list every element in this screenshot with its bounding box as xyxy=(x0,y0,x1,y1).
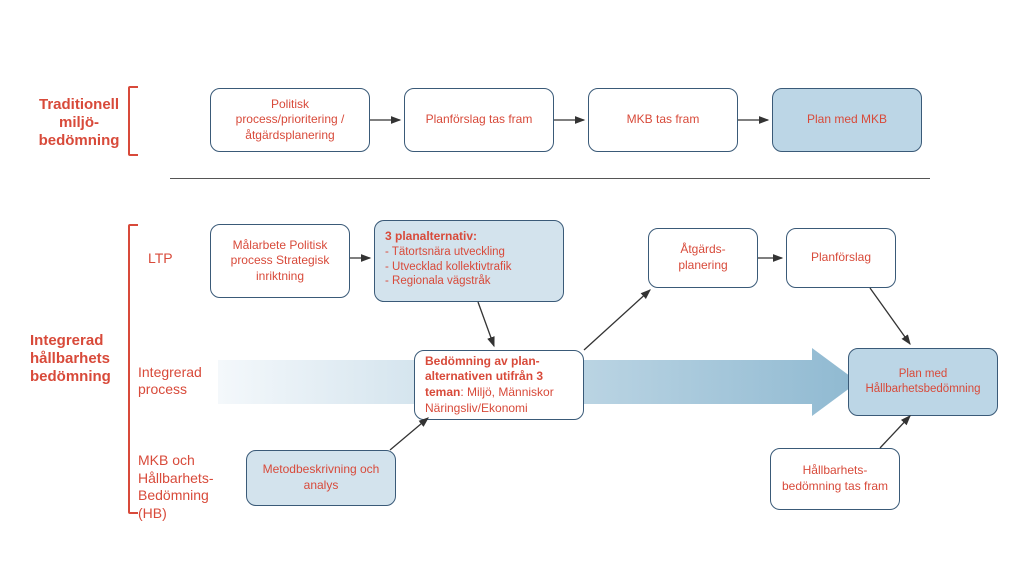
integrated-process-label: Integrerad process xyxy=(138,364,212,398)
node-planforslag-text: Planförslag xyxy=(811,250,871,266)
section-traditional-text: Traditionell miljö-bedömning xyxy=(39,96,120,149)
node-3-planalternativ-title: 3 planalternativ: xyxy=(385,229,477,245)
node-mkb-tas-fram-text: MKB tas fram xyxy=(627,112,700,128)
section-divider xyxy=(170,178,930,179)
integrated-process-text: Integrerad process xyxy=(138,364,202,397)
node-3-planalternativ-items: - Tätortsnära utveckling - Utvecklad kol… xyxy=(385,245,512,290)
node-plan-med-mkb-text: Plan med MKB xyxy=(807,112,887,128)
bracket-traditional xyxy=(128,86,130,156)
node-politisk-process-text: Politisk process/prioritering /åtgärdspl… xyxy=(219,97,361,144)
node-politisk-process: Politisk process/prioritering /åtgärdspl… xyxy=(210,88,370,152)
node-planforslag-tas-fram-text: Planförslag tas fram xyxy=(426,112,533,128)
section-traditional-label: Traditionell miljö-bedömning xyxy=(34,96,124,150)
node-atgardsplanering-text: Åtgärds-planering xyxy=(657,242,749,273)
node-planforslag: Planförslag xyxy=(786,228,896,288)
mkb-hb-label: MKB och Hållbarhets-Bedömning (HB) xyxy=(138,452,238,522)
node-metodbeskrivning: Metodbeskrivning och analys xyxy=(246,450,396,506)
node-bedomning-content: Bedömning av plan-alternativen utifrån 3… xyxy=(425,354,573,416)
node-3-planalternativ: 3 planalternativ: - Tätortsnära utveckli… xyxy=(374,220,564,302)
section-integrated-text: Integrerad hållbarhets bedömning xyxy=(30,332,111,385)
node-plan-med-hallbarhet-text: Plan med Hållbarhetsbedömning xyxy=(857,367,989,397)
bracket-integrated xyxy=(128,224,130,514)
node-plan-med-hallbarhet: Plan med Hållbarhetsbedömning xyxy=(848,348,998,416)
ltp-label: LTP xyxy=(148,250,173,266)
node-malarbete: Målarbete Politisk process Strategisk in… xyxy=(210,224,350,298)
node-malarbete-text: Målarbete Politisk process Strategisk in… xyxy=(219,238,341,285)
mkb-hb-text: MKB och Hållbarhets-Bedömning (HB) xyxy=(138,452,213,521)
node-planforslag-tas-fram: Planförslag tas fram xyxy=(404,88,554,152)
section-integrated-label: Integrerad hållbarhets bedömning xyxy=(30,332,128,386)
node-metodbeskrivning-text: Metodbeskrivning och analys xyxy=(255,462,387,493)
node-atgardsplanering: Åtgärds-planering xyxy=(648,228,758,288)
node-mkb-tas-fram: MKB tas fram xyxy=(588,88,738,152)
node-hallbarhetsbedomning-tas-fram: Hållbarhets-bedömning tas fram xyxy=(770,448,900,510)
ltp-text: LTP xyxy=(148,250,173,266)
node-plan-med-mkb: Plan med MKB xyxy=(772,88,922,152)
node-hallbarhetsbedomning-text: Hållbarhets-bedömning tas fram xyxy=(779,463,891,494)
node-bedomning: Bedömning av plan-alternativen utifrån 3… xyxy=(414,350,584,420)
